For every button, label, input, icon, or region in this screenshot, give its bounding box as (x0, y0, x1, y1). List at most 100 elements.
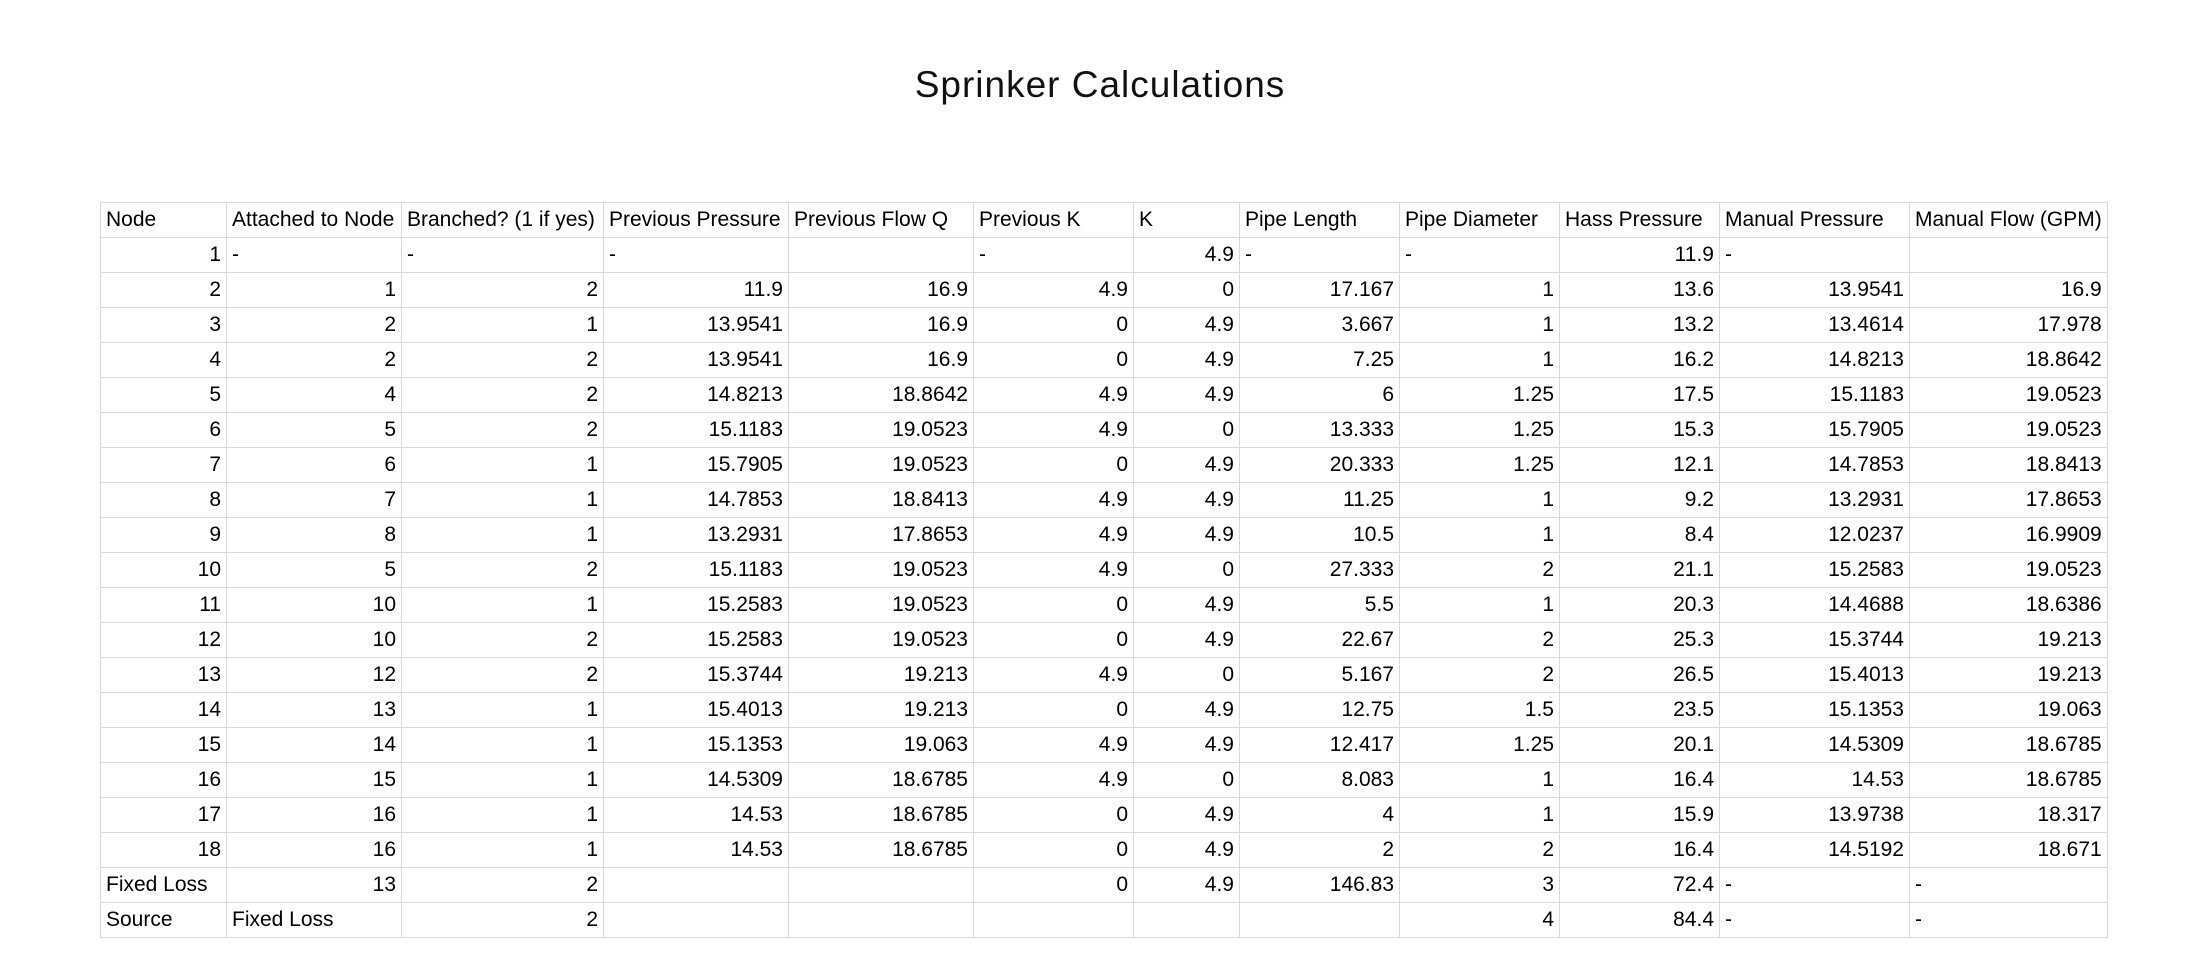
table-cell[interactable]: 4 (226, 377, 402, 413)
table-cell[interactable]: 17.167 (1239, 272, 1400, 308)
table-cell[interactable]: 8 (226, 517, 402, 553)
table-cell[interactable]: 15.2583 (603, 587, 789, 623)
table-cell[interactable]: 2 (1399, 832, 1560, 868)
table-cell[interactable]: 15.4013 (603, 692, 789, 728)
table-cell[interactable]: 2 (1399, 657, 1560, 693)
table-cell[interactable]: 1 (401, 517, 604, 553)
table-cell[interactable]: 12.75 (1239, 692, 1400, 728)
table-cell[interactable]: 20.1 (1559, 727, 1720, 763)
table-cell[interactable]: 1 (1399, 272, 1560, 308)
table-cell[interactable]: 2 (401, 622, 604, 658)
table-cell[interactable]: 2 (401, 342, 604, 378)
table-cell[interactable]: 3 (1399, 867, 1560, 903)
table-cell[interactable]: 15.1183 (1719, 377, 1910, 413)
table-cell[interactable]: 16 (100, 762, 227, 798)
table-cell[interactable]: 12.417 (1239, 727, 1400, 763)
table-cell[interactable]: 4.9 (1133, 692, 1240, 728)
table-cell[interactable]: 17 (100, 797, 227, 833)
table-cell[interactable]: 14.5309 (603, 762, 789, 798)
table-cell[interactable]: 1 (1399, 762, 1560, 798)
column-header[interactable]: Branched? (1 if yes) (401, 202, 604, 238)
table-cell[interactable]: 4.9 (1133, 832, 1240, 868)
table-cell[interactable]: 18 (100, 832, 227, 868)
table-cell[interactable]: 19.0523 (788, 447, 974, 483)
column-header[interactable]: Pipe Length (1239, 202, 1400, 238)
table-cell[interactable]: 6 (1239, 377, 1400, 413)
table-cell[interactable]: 15.2583 (603, 622, 789, 658)
table-cell[interactable]: 10 (226, 587, 402, 623)
table-cell[interactable]: 4.9 (973, 517, 1134, 553)
table-cell[interactable]: 14.53 (1719, 762, 1910, 798)
table-cell[interactable]: 12.1 (1559, 447, 1720, 483)
table-cell[interactable]: 10.5 (1239, 517, 1400, 553)
column-header[interactable]: Node (100, 202, 227, 238)
table-cell[interactable]: 15.3744 (603, 657, 789, 693)
table-cell[interactable]: 18.6785 (788, 832, 974, 868)
table-cell[interactable]: 9 (100, 517, 227, 553)
column-header[interactable]: Manual Pressure (1719, 202, 1910, 238)
table-cell[interactable]: 19.213 (1909, 657, 2108, 693)
table-cell[interactable]: 0 (973, 797, 1134, 833)
table-cell[interactable] (973, 902, 1134, 938)
table-cell[interactable]: 13.9541 (1719, 272, 1910, 308)
table-cell[interactable]: 18.8413 (788, 482, 974, 518)
table-cell[interactable]: 15.7905 (1719, 412, 1910, 448)
table-cell[interactable]: 4.9 (1133, 867, 1240, 903)
table-cell[interactable]: 18.6386 (1909, 587, 2108, 623)
table-cell[interactable] (1133, 902, 1240, 938)
table-cell[interactable]: 4.9 (973, 552, 1134, 588)
table-cell[interactable]: 2 (401, 552, 604, 588)
table-cell[interactable]: 15 (226, 762, 402, 798)
table-cell[interactable]: 0 (1133, 762, 1240, 798)
table-cell[interactable]: 1 (401, 797, 604, 833)
table-cell[interactable]: - (1719, 902, 1910, 938)
column-header[interactable]: K (1133, 202, 1240, 238)
table-cell[interactable]: 0 (973, 587, 1134, 623)
table-cell[interactable]: 2 (401, 412, 604, 448)
table-cell[interactable]: 27.333 (1239, 552, 1400, 588)
table-cell[interactable]: 16.4 (1559, 762, 1720, 798)
table-cell[interactable]: 19.0523 (788, 412, 974, 448)
table-cell[interactable]: 19.0523 (1909, 412, 2108, 448)
table-cell[interactable]: 18.6785 (788, 762, 974, 798)
table-cell[interactable]: 4.9 (973, 412, 1134, 448)
table-cell[interactable]: 13.6 (1559, 272, 1720, 308)
table-cell[interactable]: 4.9 (973, 482, 1134, 518)
table-cell[interactable]: 3 (100, 307, 227, 343)
table-cell[interactable]: 16.9 (1909, 272, 2108, 308)
table-cell[interactable]: 12 (100, 622, 227, 658)
table-cell[interactable]: 2 (401, 657, 604, 693)
table-cell[interactable]: 0 (1133, 272, 1240, 308)
table-cell[interactable]: 13.2931 (603, 517, 789, 553)
table-cell[interactable]: 13.4614 (1719, 307, 1910, 343)
table-cell[interactable]: 1.25 (1399, 727, 1560, 763)
table-cell[interactable]: 16 (226, 832, 402, 868)
table-cell[interactable]: 17.5 (1559, 377, 1720, 413)
table-cell[interactable]: 4.9 (1133, 447, 1240, 483)
table-cell[interactable]: 2 (401, 377, 604, 413)
table-cell[interactable]: 5 (226, 552, 402, 588)
table-cell[interactable]: 1.25 (1399, 447, 1560, 483)
table-cell[interactable]: Fixed Loss (226, 902, 402, 938)
table-cell[interactable]: 16.4 (1559, 832, 1720, 868)
table-cell[interactable]: 13 (226, 867, 402, 903)
table-cell[interactable]: - (1239, 237, 1400, 273)
table-cell[interactable]: 19.0523 (1909, 377, 2108, 413)
table-cell[interactable]: - (1719, 237, 1910, 273)
table-cell[interactable]: 14 (100, 692, 227, 728)
table-cell[interactable]: 16.2 (1559, 342, 1720, 378)
table-cell[interactable]: 14.8213 (1719, 342, 1910, 378)
table-cell[interactable]: 16.9 (788, 272, 974, 308)
table-cell[interactable]: 20.333 (1239, 447, 1400, 483)
table-cell[interactable]: 13 (100, 657, 227, 693)
table-cell[interactable]: 4 (1399, 902, 1560, 938)
table-cell[interactable]: 14.8213 (603, 377, 789, 413)
table-cell[interactable]: 13 (226, 692, 402, 728)
table-cell[interactable]: 1 (1399, 797, 1560, 833)
table-cell[interactable]: 14.53 (603, 832, 789, 868)
table-cell[interactable]: 2 (401, 867, 604, 903)
table-cell[interactable] (1909, 237, 2108, 273)
table-cell[interactable]: 4 (100, 342, 227, 378)
table-cell[interactable]: 14.5192 (1719, 832, 1910, 868)
table-cell[interactable]: 1 (1399, 307, 1560, 343)
